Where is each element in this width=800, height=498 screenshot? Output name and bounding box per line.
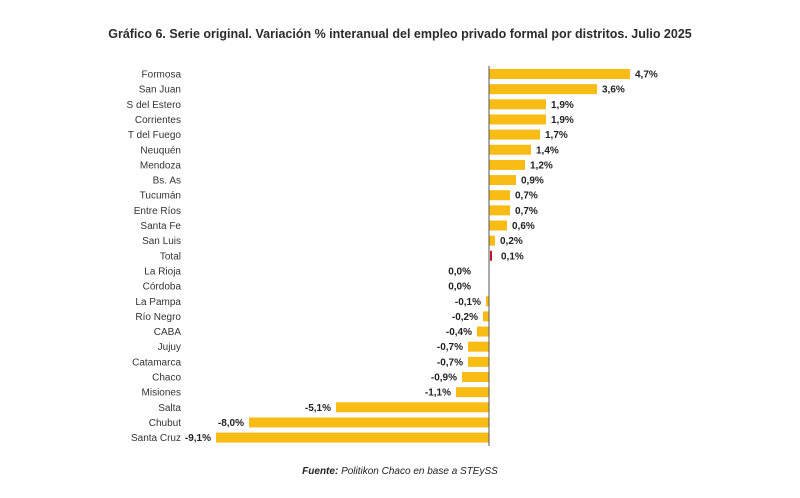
value-label-rio-negro: -0,2%: [452, 312, 478, 323]
value-label-san-luis: 0,2%: [500, 236, 523, 247]
category-label-total: Total: [160, 251, 181, 262]
value-label-salta: -5,1%: [305, 403, 331, 414]
value-label-corrientes: 1,9%: [551, 115, 574, 126]
bar-tucuman: [489, 190, 510, 201]
value-label-santa-fe: 0,6%: [512, 221, 535, 232]
category-label-t-del-fuego: T del Fuego: [128, 130, 182, 141]
category-label-tucuman: Tucumán: [140, 191, 181, 202]
category-label-cordoba: Córdoba: [143, 282, 182, 293]
category-label-chaco: Chaco: [152, 373, 181, 384]
bar-santa-fe: [489, 220, 507, 231]
value-label-chubut: -8,0%: [218, 418, 244, 429]
bar-rio-negro: [483, 311, 489, 322]
bar-t-del-fuego: [489, 129, 540, 140]
category-label-salta: Salta: [158, 403, 181, 414]
value-label-chaco: -0,9%: [431, 373, 457, 384]
value-label-la-pampa: -0,1%: [455, 297, 481, 308]
value-label-entre-rios: 0,7%: [515, 206, 538, 217]
category-label-mendoza: Mendoza: [140, 160, 182, 171]
bar-chubut: [249, 417, 489, 428]
bar-total: [490, 250, 492, 261]
category-label-chubut: Chubut: [149, 418, 181, 429]
value-label-santa-cruz: -9,1%: [185, 433, 211, 444]
chart-title: Gráfico 6. Serie original. Variación % i…: [108, 27, 692, 41]
category-label-catamarca: Catamarca: [132, 357, 181, 368]
value-label-formosa: 4,7%: [635, 70, 658, 81]
value-label-tucuman: 0,7%: [515, 191, 538, 202]
category-label-san-luis: San Luis: [142, 236, 181, 247]
category-label-entre-rios: Entre Ríos: [134, 206, 181, 217]
bar-salta: [336, 402, 489, 413]
bar-san-juan: [489, 84, 597, 95]
category-label-jujuy: Jujuy: [158, 342, 181, 353]
source-label: Fuente:: [302, 466, 339, 477]
value-label-catamarca: -0,7%: [437, 357, 463, 368]
bar-san-luis: [489, 235, 495, 246]
bar-la-pampa: [486, 296, 489, 307]
bar-neuquen: [489, 144, 531, 155]
value-label-san-juan: 3,6%: [602, 85, 625, 96]
source-text: Politikon Chaco en base a STEySS: [341, 466, 498, 477]
value-label-la-rioja: 0,0%: [448, 266, 471, 277]
category-label-misiones: Misiones: [142, 388, 181, 399]
category-label-bs-as: Bs. As: [153, 176, 181, 187]
bar-catamarca: [468, 356, 489, 367]
bar-s-del-estero: [489, 99, 546, 110]
value-label-s-del-estero: 1,9%: [551, 100, 574, 111]
value-label-bs-as: 0,9%: [521, 176, 544, 187]
category-label-la-rioja: La Rioja: [144, 266, 181, 277]
bar-bs-as: [489, 175, 516, 186]
category-label-formosa: Formosa: [142, 70, 182, 81]
bar-entre-rios: [489, 205, 510, 216]
bar-jujuy: [468, 341, 489, 352]
bar-corrientes: [489, 114, 546, 125]
category-label-corrientes: Corrientes: [135, 115, 181, 126]
value-label-jujuy: -0,7%: [437, 342, 463, 353]
category-label-caba: CABA: [154, 327, 182, 338]
bar-santa-cruz: [216, 432, 489, 443]
value-label-t-del-fuego: 1,7%: [545, 130, 568, 141]
bar-caba: [477, 326, 489, 337]
category-label-santa-fe: Santa Fe: [140, 221, 181, 232]
value-label-neuquen: 1,4%: [536, 145, 559, 156]
category-label-santa-cruz: Santa Cruz: [131, 433, 181, 444]
bar-chaco: [462, 372, 489, 382]
value-label-caba: -0,4%: [446, 327, 472, 338]
category-label-rio-negro: Río Negro: [135, 312, 181, 323]
value-label-cordoba: 0,0%: [448, 282, 471, 293]
bar-mendoza: [489, 159, 525, 170]
value-label-total: 0,1%: [501, 251, 524, 262]
bar-misiones: [456, 387, 489, 398]
source-note: Fuente: Politikon Chaco en base a STEySS: [0, 466, 800, 477]
category-label-neuquen: Neuquén: [140, 145, 181, 156]
value-label-misiones: -1,1%: [425, 388, 451, 399]
value-label-mendoza: 1,2%: [530, 160, 553, 171]
bar-formosa: [489, 69, 630, 79]
category-label-la-pampa: La Pampa: [135, 297, 181, 308]
category-label-san-juan: San Juan: [139, 85, 181, 96]
category-label-s-del-estero: S del Estero: [127, 100, 182, 111]
